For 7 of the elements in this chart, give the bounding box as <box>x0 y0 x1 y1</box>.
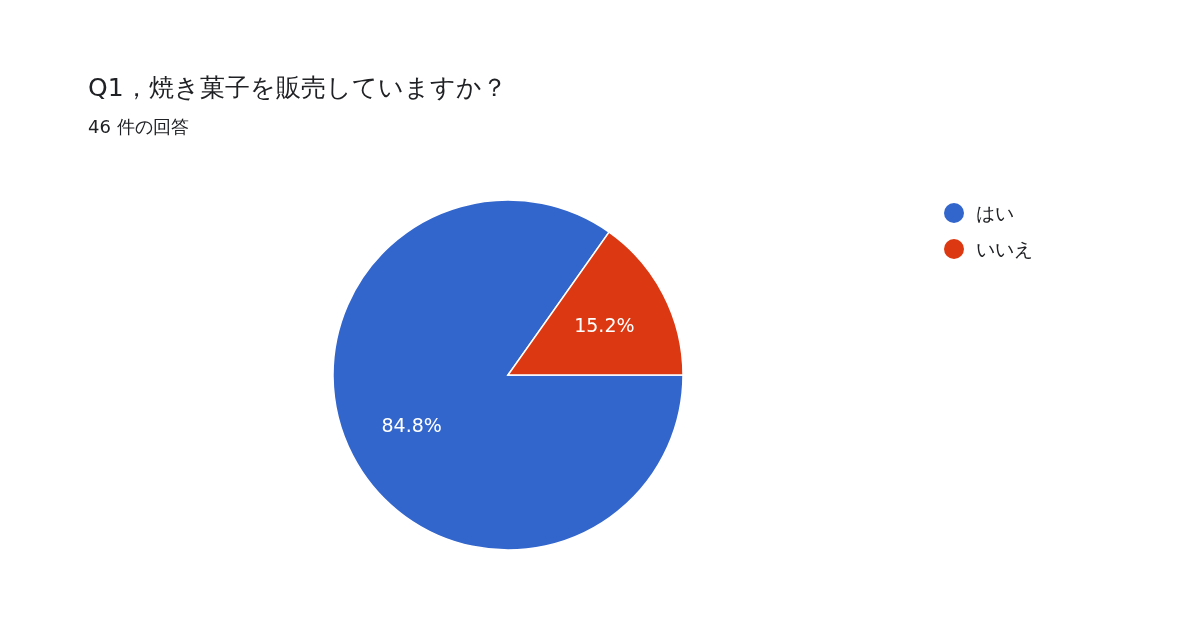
data-label: 84.8% <box>381 413 442 436</box>
legend-label: いいえ <box>976 237 1033 260</box>
text: 46 件の回答 <box>88 116 189 137</box>
pie-slice <box>332 199 684 551</box>
legend-label: はい <box>976 201 1014 224</box>
data-label: 15.2% <box>574 313 635 336</box>
chart-title: Q1，焼き菓子を販売していますか？ <box>88 73 507 102</box>
